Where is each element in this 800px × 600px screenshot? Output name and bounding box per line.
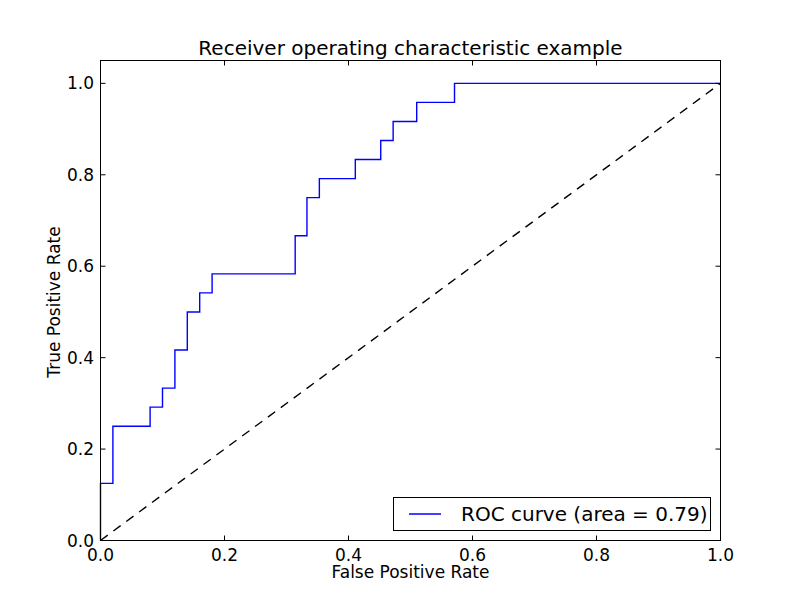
roc-figure: Receiver operating characteristic exampl… [0,0,800,600]
y-tick-label: 0.0 [44,530,94,552]
chart-title: Receiver operating characteristic exampl… [0,36,800,60]
y-tick-label: 1.0 [44,72,94,94]
legend-label: ROC curve (area = 0.79) [461,504,708,524]
x-tick-label: 0.8 [572,545,622,565]
y-tick-label: 0.4 [44,347,94,369]
y-tick-label: 0.2 [44,438,94,460]
plot-series [101,83,721,540]
y-tick-label: 0.8 [44,164,94,186]
axes-frame [101,61,721,541]
x-tick-label: 1.0 [696,545,746,565]
axis-ticks [101,61,721,541]
legend-line-sample [408,511,442,517]
y-axis-label: True Positive Rate [44,202,64,402]
x-tick-label: 0.2 [200,545,250,565]
y-tick-label: 0.6 [44,255,94,277]
legend: ROC curve (area = 0.79) [393,497,711,531]
x-tick-label: 0.4 [324,545,374,565]
x-tick-label: 0.6 [448,545,498,565]
